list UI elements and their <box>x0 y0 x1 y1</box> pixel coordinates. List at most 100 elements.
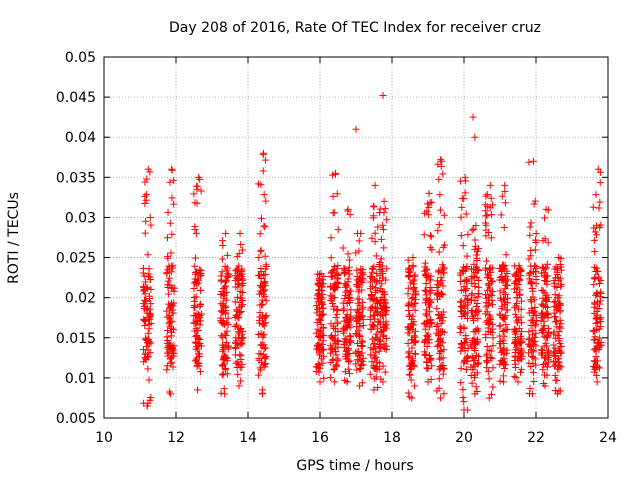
data-point <box>317 344 325 352</box>
plot-area-border <box>103 56 609 419</box>
data-point <box>233 306 241 314</box>
data-point <box>541 214 549 222</box>
data-point <box>468 275 476 283</box>
data-point <box>517 297 525 305</box>
data-point <box>545 347 553 355</box>
data-point <box>370 375 378 383</box>
data-point <box>259 361 267 369</box>
data-point <box>420 231 428 239</box>
data-point <box>341 292 349 300</box>
data-point <box>332 351 340 359</box>
data-point <box>540 322 548 330</box>
data-point <box>345 349 353 357</box>
data-point <box>552 376 560 384</box>
data-point <box>486 274 494 282</box>
data-point <box>594 268 602 276</box>
data-point <box>489 342 497 350</box>
data-point <box>314 363 322 371</box>
data-point <box>420 209 428 217</box>
data-point <box>457 307 465 315</box>
data-point <box>408 355 416 363</box>
x-tick-label: 14 <box>239 430 257 446</box>
data-point <box>353 314 361 322</box>
data-point <box>332 314 340 322</box>
data-point <box>483 364 491 372</box>
data-point <box>486 286 494 294</box>
data-point <box>426 199 434 207</box>
data-point <box>371 344 379 352</box>
data-point <box>540 269 548 277</box>
data-point <box>169 326 177 334</box>
data-point <box>592 222 600 230</box>
data-point <box>556 316 564 324</box>
data-point <box>501 181 509 189</box>
data-point <box>511 360 519 368</box>
data-point <box>254 272 262 280</box>
data-point <box>421 337 429 345</box>
data-point <box>327 358 335 366</box>
data-point <box>359 322 367 330</box>
data-point <box>165 320 173 328</box>
data-point <box>457 232 465 240</box>
data-point <box>409 254 417 262</box>
data-point <box>167 358 175 366</box>
data-point <box>488 354 496 362</box>
data-point <box>553 283 561 291</box>
data-point <box>315 339 323 347</box>
data-point <box>356 365 364 373</box>
data-point <box>330 378 338 386</box>
data-point <box>217 314 225 322</box>
data-point <box>475 353 483 361</box>
data-point <box>341 368 349 376</box>
data-point <box>369 212 377 220</box>
data-point <box>341 268 349 276</box>
data-point <box>468 353 476 361</box>
data-point <box>436 191 444 199</box>
data-point <box>539 294 547 302</box>
data-point <box>374 223 382 231</box>
data-point <box>434 160 442 168</box>
data-point <box>368 264 376 272</box>
data-point <box>359 303 367 311</box>
data-point <box>425 211 433 219</box>
data-point <box>426 289 434 297</box>
data-point <box>167 354 175 362</box>
data-point <box>550 330 558 338</box>
data-point <box>503 281 511 289</box>
data-point <box>169 309 177 317</box>
data-point <box>541 353 549 361</box>
data-point <box>471 337 479 345</box>
data-point <box>169 363 177 371</box>
data-point <box>353 323 361 331</box>
data-point <box>435 330 443 338</box>
data-point <box>496 310 504 318</box>
data-point <box>515 338 523 346</box>
data-point <box>223 327 231 335</box>
y-tick-label: 0.01 <box>65 371 96 387</box>
data-point <box>237 324 245 332</box>
data-point <box>334 320 342 328</box>
data-point <box>353 272 361 280</box>
data-point <box>422 350 430 358</box>
data-point <box>146 295 154 303</box>
data-point <box>367 325 375 333</box>
data-point <box>232 339 240 347</box>
data-point <box>551 313 559 321</box>
data-point <box>593 289 601 297</box>
data-point <box>420 338 428 346</box>
data-point <box>422 295 430 303</box>
data-point <box>167 249 175 257</box>
data-point <box>529 348 537 356</box>
data-point <box>196 269 204 277</box>
data-point <box>516 349 524 357</box>
data-point <box>463 354 471 362</box>
data-point <box>219 308 227 316</box>
data-point <box>550 279 558 287</box>
data-point <box>496 322 504 330</box>
data-point <box>551 352 559 360</box>
data-point <box>424 365 432 373</box>
data-point <box>596 297 604 305</box>
data-point <box>404 256 412 264</box>
data-point <box>503 267 511 275</box>
data-point <box>526 231 534 239</box>
